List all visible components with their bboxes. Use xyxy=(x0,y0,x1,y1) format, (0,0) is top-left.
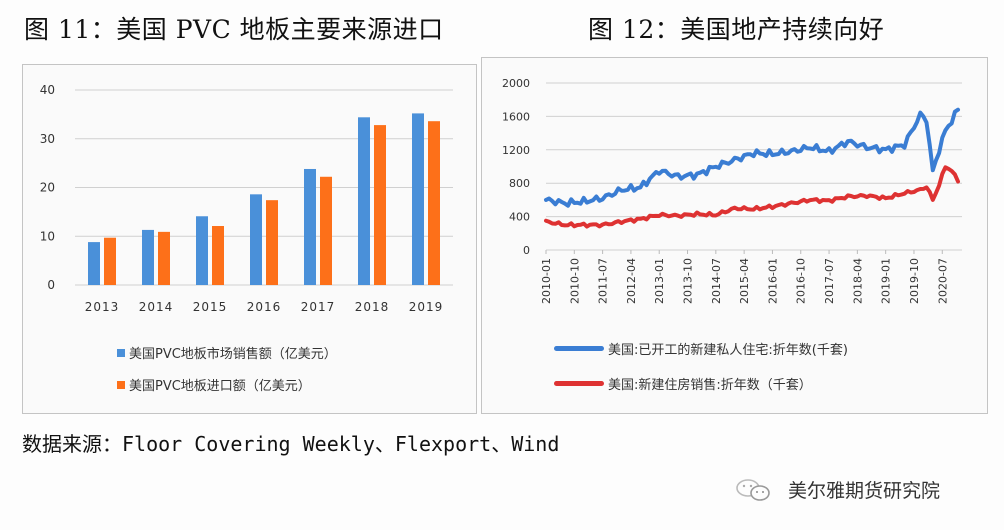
y-tick-label: 1600 xyxy=(502,110,530,123)
x-tick-label: 2019 xyxy=(409,300,444,314)
bar xyxy=(142,229,154,285)
legend-label-home-sales: 美国:新建住房销售:折年数（千套） xyxy=(608,378,812,393)
line-chart-panel: 0 400 800 1200 1600 2000 2010-01 2010-10 2011-07… xyxy=(481,57,988,414)
y-tick-label: 0 xyxy=(47,278,55,292)
brand-name: 美尔雅期货研究院 xyxy=(788,480,941,502)
x-tick-label: 2012-04 xyxy=(625,258,638,304)
wechat-icon xyxy=(736,478,770,501)
legend-label-housing-starts: 美国:已开工的新建私人住宅:折年数(千套) xyxy=(608,343,848,358)
brand-watermark: 美尔雅期货研究院 xyxy=(734,476,940,503)
x-tick-label: 2017 xyxy=(301,300,336,314)
y-tick-label: 10 xyxy=(40,229,55,243)
bar xyxy=(304,168,316,285)
bar-chart: 0 10 20 30 40 2013 2014 2015 2016 2017 2018 2019 xyxy=(40,83,453,314)
x-tick-label: 2016 xyxy=(247,300,282,314)
legend-label-sales: 美国PVC地板市场销售额（亿美元） xyxy=(129,347,337,362)
bar xyxy=(412,113,424,286)
y-tick-label: 40 xyxy=(40,83,55,97)
x-tick-label: 2018-04 xyxy=(851,258,864,304)
y-tick-label: 400 xyxy=(509,211,530,224)
x-tick-label: 2010-01 xyxy=(540,258,553,304)
x-tick-label: 2019-10 xyxy=(908,258,921,304)
x-tick-label: 2018 xyxy=(355,300,390,314)
x-tick-label: 2013-10 xyxy=(682,258,695,304)
line-chart: 0 400 800 1200 1600 2000 2010-01 2010-10 2011-07… xyxy=(502,77,962,304)
x-tick-label: 2014 xyxy=(139,300,174,314)
x-tick-label: 2019-01 xyxy=(880,258,893,304)
y-tick-label: 1200 xyxy=(502,144,530,157)
bar xyxy=(266,200,278,285)
legend-swatch-blue xyxy=(117,348,125,357)
bar xyxy=(374,125,386,285)
home-sales-line xyxy=(544,165,960,229)
x-tick-label: 2017-07 xyxy=(823,258,836,304)
legend-item-sales: 美国PVC地板市场销售额（亿美元） xyxy=(117,343,337,362)
x-tick-label: 2010-10 xyxy=(568,258,581,304)
legend-line-blue xyxy=(554,346,604,351)
bar xyxy=(250,194,262,285)
bar xyxy=(158,231,170,285)
legend-swatch-orange xyxy=(117,380,125,389)
data-source: 数据来源：Floor Covering Weekly、Flexport、Wind xyxy=(22,428,559,457)
x-tick-label: 2013 xyxy=(85,300,120,314)
bar-chart-panel: 0 10 20 30 40 2013 2014 2015 2016 2017 2018 2019 美国… xyxy=(22,64,477,414)
housing-starts-line xyxy=(544,107,960,208)
data-source-label: 数据来源： xyxy=(22,432,122,456)
bar xyxy=(358,117,370,285)
x-tick-label: 2016-01 xyxy=(766,258,779,304)
x-tick-label: 2015-04 xyxy=(738,258,751,304)
right-chart-title: 图 12：美国地产持续向好 xyxy=(588,15,885,44)
y-tick-label: 800 xyxy=(509,177,530,190)
legend-item-imports: 美国PVC地板进口额（亿美元） xyxy=(117,375,311,394)
bar xyxy=(428,121,440,285)
bar xyxy=(212,226,224,285)
x-tick-label: 2013-01 xyxy=(653,258,666,304)
x-tick-label: 2011-07 xyxy=(597,258,610,304)
x-tick-label: 2015 xyxy=(193,300,228,314)
y-tick-label: 0 xyxy=(523,244,530,257)
data-source-text: Floor Covering Weekly、Flexport、Wind xyxy=(122,432,560,456)
legend-item-housing-starts: 美国:已开工的新建私人住宅:折年数(千套) xyxy=(554,339,848,358)
y-tick-label: 2000 xyxy=(502,77,530,90)
bar xyxy=(88,242,100,285)
x-tick-label: 2014-07 xyxy=(710,258,723,304)
legend-line-red xyxy=(554,381,604,386)
y-tick-label: 30 xyxy=(40,132,55,146)
legend-item-home-sales: 美国:新建住房销售:折年数（千套） xyxy=(554,374,812,393)
y-tick-label: 20 xyxy=(40,181,55,195)
bar xyxy=(196,216,208,285)
x-tick-label: 2016-10 xyxy=(795,258,808,304)
legend-label-imports: 美国PVC地板进口额（亿美元） xyxy=(129,379,311,394)
x-tick-label: 2020-07 xyxy=(936,258,949,304)
bar xyxy=(320,176,332,285)
bar xyxy=(104,237,116,285)
left-chart-title: 图 11：美国 PVC 地板主要来源进口 xyxy=(24,15,444,44)
